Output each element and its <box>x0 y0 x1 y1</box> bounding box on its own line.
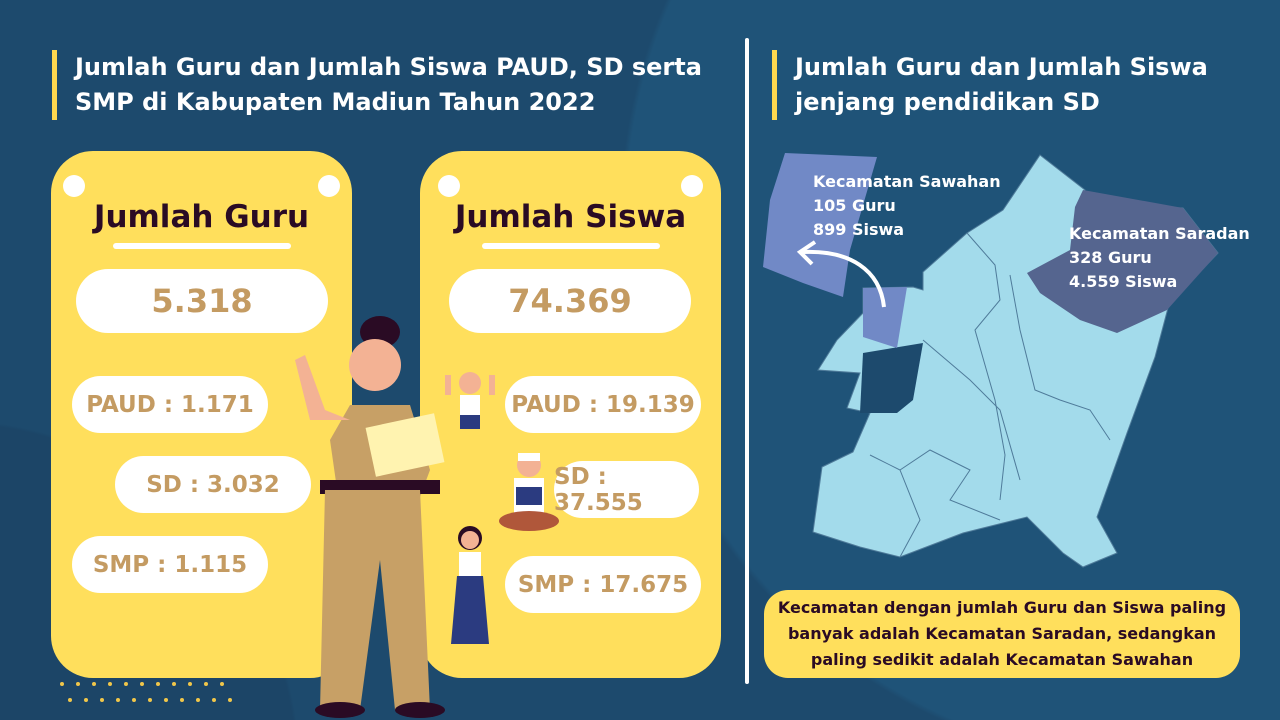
right-title: Jumlah Guru dan Jumlah Siswa jenjang pen… <box>772 50 1232 120</box>
map-region-sawahan <box>863 287 907 348</box>
heading-underline <box>482 243 660 249</box>
guru-heading: Jumlah Guru <box>93 199 310 235</box>
sawahan-name: Kecamatan Sawahan <box>813 172 1001 191</box>
map-border <box>922 339 1021 481</box>
card-hole <box>63 175 85 197</box>
dot <box>172 682 176 686</box>
dot <box>124 682 128 686</box>
map-border <box>869 454 921 558</box>
dot <box>148 698 152 702</box>
dot <box>60 682 64 686</box>
dot <box>132 698 136 702</box>
dot <box>68 698 72 702</box>
siswa-sd: SD : 37.555 <box>554 461 699 518</box>
dot <box>100 698 104 702</box>
dot <box>108 682 112 686</box>
dot <box>92 682 96 686</box>
dot <box>204 682 208 686</box>
guru-smp: SMP : 1.115 <box>72 536 268 593</box>
dot <box>220 682 224 686</box>
dot <box>76 682 80 686</box>
student-girl-illustration <box>451 526 489 644</box>
sawahan-guru: 105 Guru <box>813 196 896 215</box>
dot <box>196 698 200 702</box>
dot <box>212 698 216 702</box>
dot <box>180 698 184 702</box>
saradan-guru: 328 Guru <box>1069 248 1152 267</box>
map-border <box>899 449 1001 521</box>
map-region-sawahan-inset <box>763 153 877 297</box>
arrow-icon <box>802 249 886 308</box>
heading-underline <box>113 243 291 249</box>
guru-total: 5.318 <box>76 269 328 333</box>
siswa-total: 74.369 <box>449 269 691 333</box>
saradan-siswa: 4.559 Siswa <box>1069 272 1178 291</box>
sawahan-siswa: 899 Siswa <box>813 220 905 239</box>
dot <box>228 698 232 702</box>
dot <box>164 698 168 702</box>
siswa-heading: Jumlah Siswa <box>454 199 687 235</box>
student-reading-illustration <box>499 453 559 531</box>
arrow-head-icon <box>796 240 817 266</box>
madiun-map <box>763 153 1219 568</box>
guru-paud: PAUD : 1.171 <box>72 376 268 433</box>
siswa-paud: PAUD : 19.139 <box>505 376 701 433</box>
dot <box>116 698 120 702</box>
card-hole <box>438 175 460 197</box>
map-border <box>1009 274 1111 441</box>
dot <box>156 682 160 686</box>
map-border <box>966 232 1006 501</box>
dot <box>140 682 144 686</box>
sawahan-label: Kecamatan Sawahan 105 Guru 899 Siswa <box>813 170 1001 242</box>
saradan-name: Kecamatan Saradan <box>1069 224 1250 243</box>
saradan-label: Kecamatan Saradan 328 Guru 4.559 Siswa <box>1069 222 1250 294</box>
section-divider <box>745 38 749 684</box>
left-title: Jumlah Guru dan Jumlah Siswa PAUD, SD se… <box>52 50 712 120</box>
card-hole <box>681 175 703 197</box>
dot <box>188 682 192 686</box>
map-hole <box>860 343 923 413</box>
dot <box>84 698 88 702</box>
guru-sd: SD : 3.032 <box>115 456 311 513</box>
conclusion-note: Kecamatan dengan jumlah Guru dan Siswa p… <box>764 590 1240 678</box>
siswa-smp: SMP : 17.675 <box>505 556 701 613</box>
guru-card: Jumlah Guru 5.318 PAUD : 1.171 SD : 3.03… <box>51 151 352 678</box>
teacher-illustration <box>295 316 445 718</box>
student-boy-illustration <box>445 372 495 429</box>
map-region-saradan <box>1027 190 1218 333</box>
card-hole <box>318 175 340 197</box>
